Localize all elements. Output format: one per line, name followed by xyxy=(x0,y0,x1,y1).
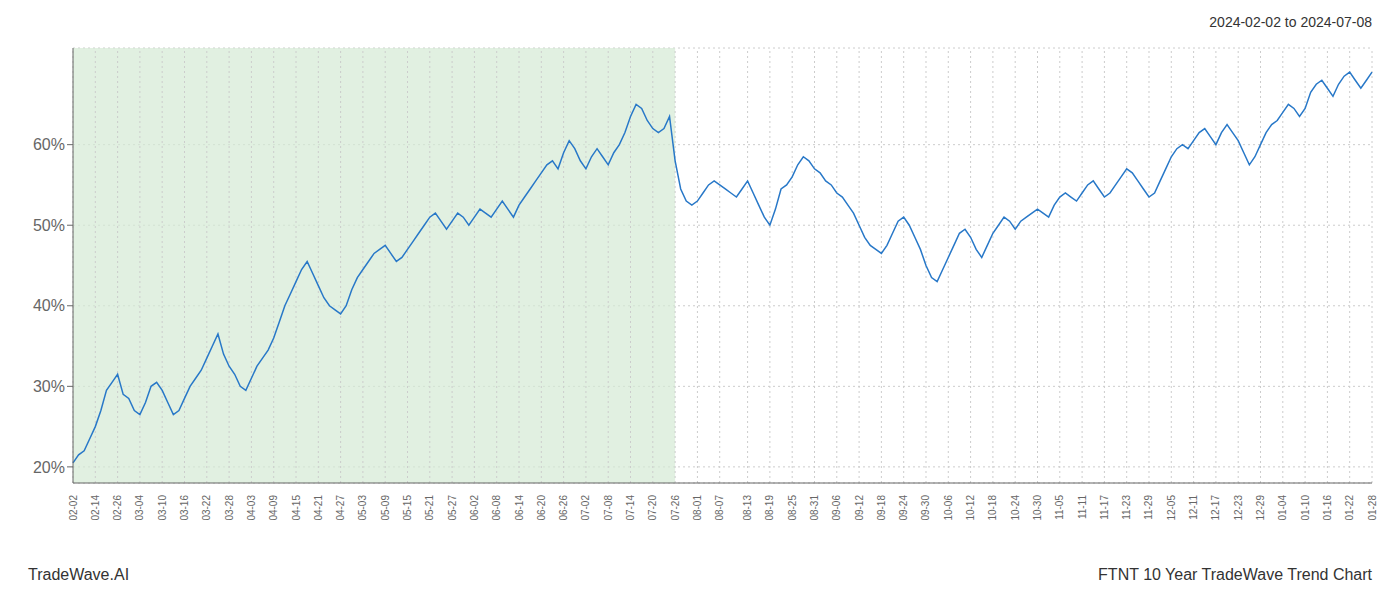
svg-text:03-22: 03-22 xyxy=(201,495,212,521)
svg-text:05-03: 05-03 xyxy=(357,495,368,521)
svg-text:50%: 50% xyxy=(33,217,65,234)
svg-text:08-25: 08-25 xyxy=(787,495,798,521)
svg-text:01-16: 01-16 xyxy=(1322,495,1333,521)
svg-text:11-17: 11-17 xyxy=(1099,495,1110,520)
svg-text:06-20: 06-20 xyxy=(536,495,547,521)
svg-text:06-14: 06-14 xyxy=(514,495,525,521)
svg-text:03-10: 03-10 xyxy=(157,495,168,521)
svg-text:10-06: 10-06 xyxy=(943,495,954,521)
svg-text:05-15: 05-15 xyxy=(402,495,413,521)
svg-text:10-18: 10-18 xyxy=(987,495,998,521)
svg-text:11-11: 11-11 xyxy=(1077,495,1088,520)
svg-text:10-24: 10-24 xyxy=(1010,495,1021,521)
svg-text:08-19: 08-19 xyxy=(764,495,775,521)
svg-text:01-22: 01-22 xyxy=(1344,495,1355,521)
svg-text:07-08: 07-08 xyxy=(603,495,614,521)
svg-text:10-30: 10-30 xyxy=(1032,495,1043,521)
svg-text:03-04: 03-04 xyxy=(134,495,145,521)
svg-text:40%: 40% xyxy=(33,297,65,314)
svg-text:12-05: 12-05 xyxy=(1166,495,1177,521)
svg-text:04-21: 04-21 xyxy=(313,495,324,521)
svg-text:05-09: 05-09 xyxy=(380,495,391,521)
svg-text:08-13: 08-13 xyxy=(742,495,753,521)
svg-text:05-21: 05-21 xyxy=(424,495,435,521)
svg-text:07-02: 07-02 xyxy=(580,495,591,521)
svg-text:12-23: 12-23 xyxy=(1233,495,1244,521)
svg-text:12-17: 12-17 xyxy=(1210,495,1221,521)
svg-text:02-02: 02-02 xyxy=(68,495,79,521)
svg-text:03-28: 03-28 xyxy=(224,495,235,521)
svg-text:01-04: 01-04 xyxy=(1277,495,1288,521)
svg-text:04-03: 04-03 xyxy=(246,495,257,521)
svg-text:08-01: 08-01 xyxy=(692,495,703,521)
svg-text:07-14: 07-14 xyxy=(625,495,636,521)
svg-text:08-31: 08-31 xyxy=(809,495,820,521)
svg-text:02-14: 02-14 xyxy=(90,495,101,521)
svg-text:09-30: 09-30 xyxy=(920,495,931,521)
svg-text:30%: 30% xyxy=(33,378,65,395)
html-text:FTNT 10 Year TradeWave Trend C: FTNT 10 Year TradeWave Trend Chart xyxy=(1098,566,1372,583)
svg-text:11-23: 11-23 xyxy=(1121,495,1132,520)
html-text:TradeWave.AI: TradeWave.AI xyxy=(28,566,130,583)
svg-text:11-29: 11-29 xyxy=(1143,495,1154,520)
svg-text:04-15: 04-15 xyxy=(291,495,302,521)
svg-text:06-02: 06-02 xyxy=(469,495,480,521)
svg-text:11-05: 11-05 xyxy=(1054,495,1065,520)
svg-text:09-06: 09-06 xyxy=(831,495,842,521)
svg-text:12-11: 12-11 xyxy=(1188,495,1199,520)
svg-text:06-26: 06-26 xyxy=(558,495,569,521)
svg-text:10-12: 10-12 xyxy=(965,495,976,521)
svg-text:60%: 60% xyxy=(33,136,65,153)
svg-text:01-10: 01-10 xyxy=(1300,495,1311,521)
svg-text:09-12: 09-12 xyxy=(854,495,865,521)
html-text:2024-02-02 to 2024-07-08: 2024-02-02 to 2024-07-08 xyxy=(1209,14,1372,30)
svg-text:03-16: 03-16 xyxy=(179,495,190,521)
svg-text:06-08: 06-08 xyxy=(491,495,502,521)
svg-text:08-07: 08-07 xyxy=(714,495,725,521)
svg-text:20%: 20% xyxy=(33,459,65,476)
svg-text:07-26: 07-26 xyxy=(670,495,681,521)
svg-text:05-27: 05-27 xyxy=(447,495,458,521)
svg-text:01-28: 01-28 xyxy=(1367,495,1378,521)
svg-text:07-20: 07-20 xyxy=(647,495,658,521)
svg-text:04-09: 04-09 xyxy=(268,495,279,521)
svg-text:12-29: 12-29 xyxy=(1255,495,1266,521)
svg-text:02-26: 02-26 xyxy=(112,495,123,521)
svg-text:09-18: 09-18 xyxy=(876,495,887,521)
svg-text:04-27: 04-27 xyxy=(335,495,346,521)
svg-text:09-24: 09-24 xyxy=(898,495,909,521)
